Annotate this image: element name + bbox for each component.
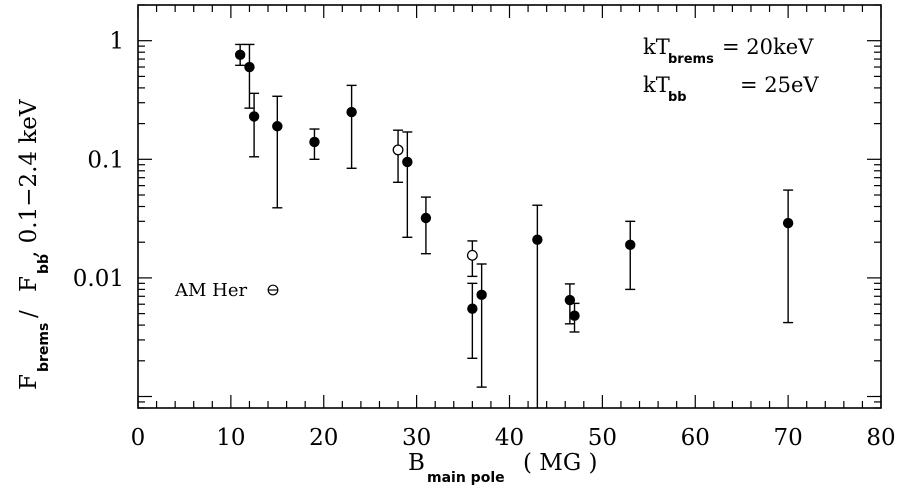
marker-filled <box>309 136 320 148</box>
annotation-kt-bb: kT bb = 25eV <box>643 73 819 106</box>
y-axis-title-num: F <box>16 374 42 390</box>
marker-filled <box>625 239 636 251</box>
data-point <box>476 263 487 388</box>
x-axis-title-sub: main pole <box>427 470 505 486</box>
x-tick-label: 30 <box>402 425 431 451</box>
annotation-kt-brems-sub: brems <box>668 52 714 67</box>
x-tick-label: 0 <box>131 425 146 451</box>
data-point <box>782 189 794 324</box>
annotation-kt-brems: kT brems = 20keV <box>643 35 814 68</box>
annotation-kt-bb-value: = 25eV <box>740 73 819 97</box>
marker-filled <box>569 310 580 321</box>
marker-filled <box>476 289 487 301</box>
marker-open <box>466 249 478 261</box>
x-tick-label: 40 <box>495 425 524 451</box>
marker-filled <box>532 234 543 245</box>
am-her-marker <box>267 284 279 296</box>
data-point <box>532 204 543 408</box>
marker-filled <box>467 303 478 314</box>
data-point <box>625 220 636 291</box>
y-axis: 0.01 0.1 1 <box>73 4 881 409</box>
y-tick-label: 0.01 <box>73 266 124 292</box>
y-axis-title-num-sub: brems <box>36 323 52 372</box>
data-point <box>569 302 580 333</box>
data-point <box>244 43 255 109</box>
marker-filled <box>782 217 794 229</box>
y-axis-title-band: , 0.1−2.4 keV <box>16 99 42 258</box>
annotation-kt-bb-main: kT <box>643 73 670 97</box>
x-axis-title-main: B <box>408 450 425 476</box>
annotation-kt-brems-value: = 20keV <box>722 35 814 59</box>
annotation-kt-brems-main: kT <box>643 35 670 59</box>
x-axis-title-unit: ( MG ) <box>523 450 598 476</box>
marker-filled <box>234 49 246 61</box>
data-point <box>309 128 320 161</box>
data-point <box>272 95 283 209</box>
x-tick-label: 20 <box>309 425 338 451</box>
x-tick-label: 70 <box>773 425 802 451</box>
data-point-open <box>392 129 404 183</box>
am-her-label: AM Her <box>174 280 248 301</box>
data-point <box>467 282 478 359</box>
annotation-kt-bb-sub: bb <box>668 90 687 105</box>
data-point <box>346 84 357 169</box>
marker-filled <box>272 121 283 132</box>
x-tick-label: 60 <box>681 425 710 451</box>
y-axis-title-den: F <box>16 276 42 292</box>
data-point <box>248 92 260 158</box>
x-axis: 0 10 20 30 40 50 60 70 80 <box>131 5 896 451</box>
marker-filled <box>244 61 255 73</box>
x-tick-label: 80 <box>866 425 895 451</box>
y-axis-title: F brems / F bb , 0.1−2.4 keV <box>16 99 54 390</box>
y-tick-label: 0.1 <box>87 147 124 173</box>
marker-filled <box>346 106 357 118</box>
data-points <box>234 43 794 408</box>
marker-filled <box>248 111 260 122</box>
marker-filled <box>402 156 413 168</box>
marker-filled <box>420 212 432 224</box>
y-tick-label: 1 <box>109 29 124 55</box>
data-point <box>402 131 413 238</box>
data-point <box>234 43 246 67</box>
y-axis-title-den-sub: bb <box>36 254 52 274</box>
x-axis-title: B main pole ( MG ) <box>408 450 598 488</box>
x-tick-label: 10 <box>216 425 245 451</box>
y-axis-title-sep: / <box>16 310 42 318</box>
marker-open <box>392 144 404 156</box>
data-point <box>420 196 432 255</box>
data-point-open <box>466 240 478 278</box>
x-tick-label: 50 <box>588 425 617 451</box>
